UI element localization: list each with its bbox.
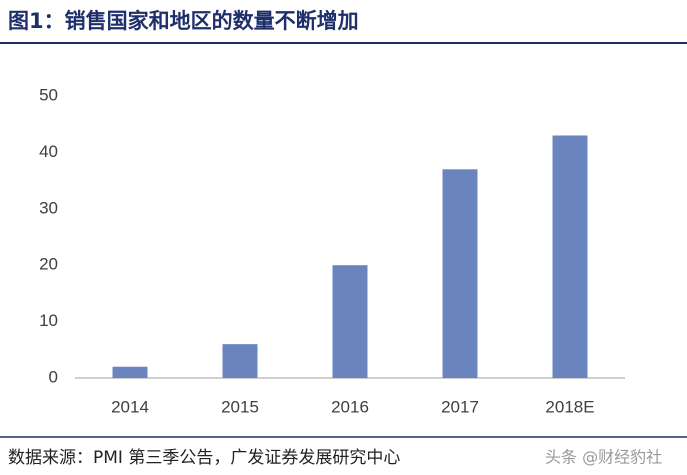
x-tick-label: 2018E xyxy=(545,397,594,416)
chart-title: 图1：销售国家和地区的数量不断增加 xyxy=(8,9,359,33)
x-tick-label: 2015 xyxy=(221,397,259,416)
bar xyxy=(222,344,258,378)
y-tick-label: 30 xyxy=(39,198,58,217)
bar xyxy=(442,169,478,378)
x-tick-label: 2016 xyxy=(331,397,369,416)
source-note: 数据来源：PMI 第三季公告，广发证券发展研究中心 xyxy=(8,448,400,468)
y-tick-label: 20 xyxy=(39,255,58,274)
x-tick-label: 2014 xyxy=(111,397,149,416)
y-tick-label: 50 xyxy=(39,85,58,104)
x-tick-label: 2017 xyxy=(441,397,479,416)
bar xyxy=(112,366,148,378)
y-tick-label: 10 xyxy=(39,311,58,330)
y-tick-label: 0 xyxy=(49,367,58,386)
bar xyxy=(332,265,368,378)
y-tick-label: 40 xyxy=(39,142,58,161)
bar xyxy=(552,135,588,378)
watermark: 头条 @财经豹社 xyxy=(545,448,662,467)
